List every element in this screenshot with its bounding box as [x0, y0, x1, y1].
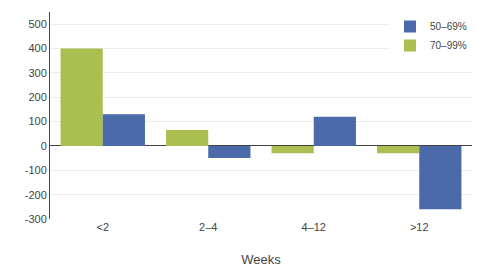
svg-text:0: 0 [41, 140, 47, 152]
svg-text:>12: >12 [410, 221, 429, 233]
svg-text:<2: <2 [96, 221, 109, 233]
svg-text:300: 300 [28, 67, 46, 79]
svg-text:-300: -300 [25, 213, 47, 225]
svg-text:4–12: 4–12 [302, 221, 326, 233]
svg-text:500: 500 [28, 18, 46, 30]
svg-text:100: 100 [28, 115, 46, 127]
svg-text:400: 400 [28, 42, 46, 54]
svg-text:Weeks: Weeks [241, 252, 281, 267]
svg-text:70–99%: 70–99% [430, 40, 467, 51]
svg-text:2–4: 2–4 [199, 221, 217, 233]
svg-text:-200: -200 [25, 189, 47, 201]
svg-text:50–69%: 50–69% [430, 21, 467, 32]
svg-text:200: 200 [28, 91, 46, 103]
svg-text:-100: -100 [25, 164, 47, 176]
